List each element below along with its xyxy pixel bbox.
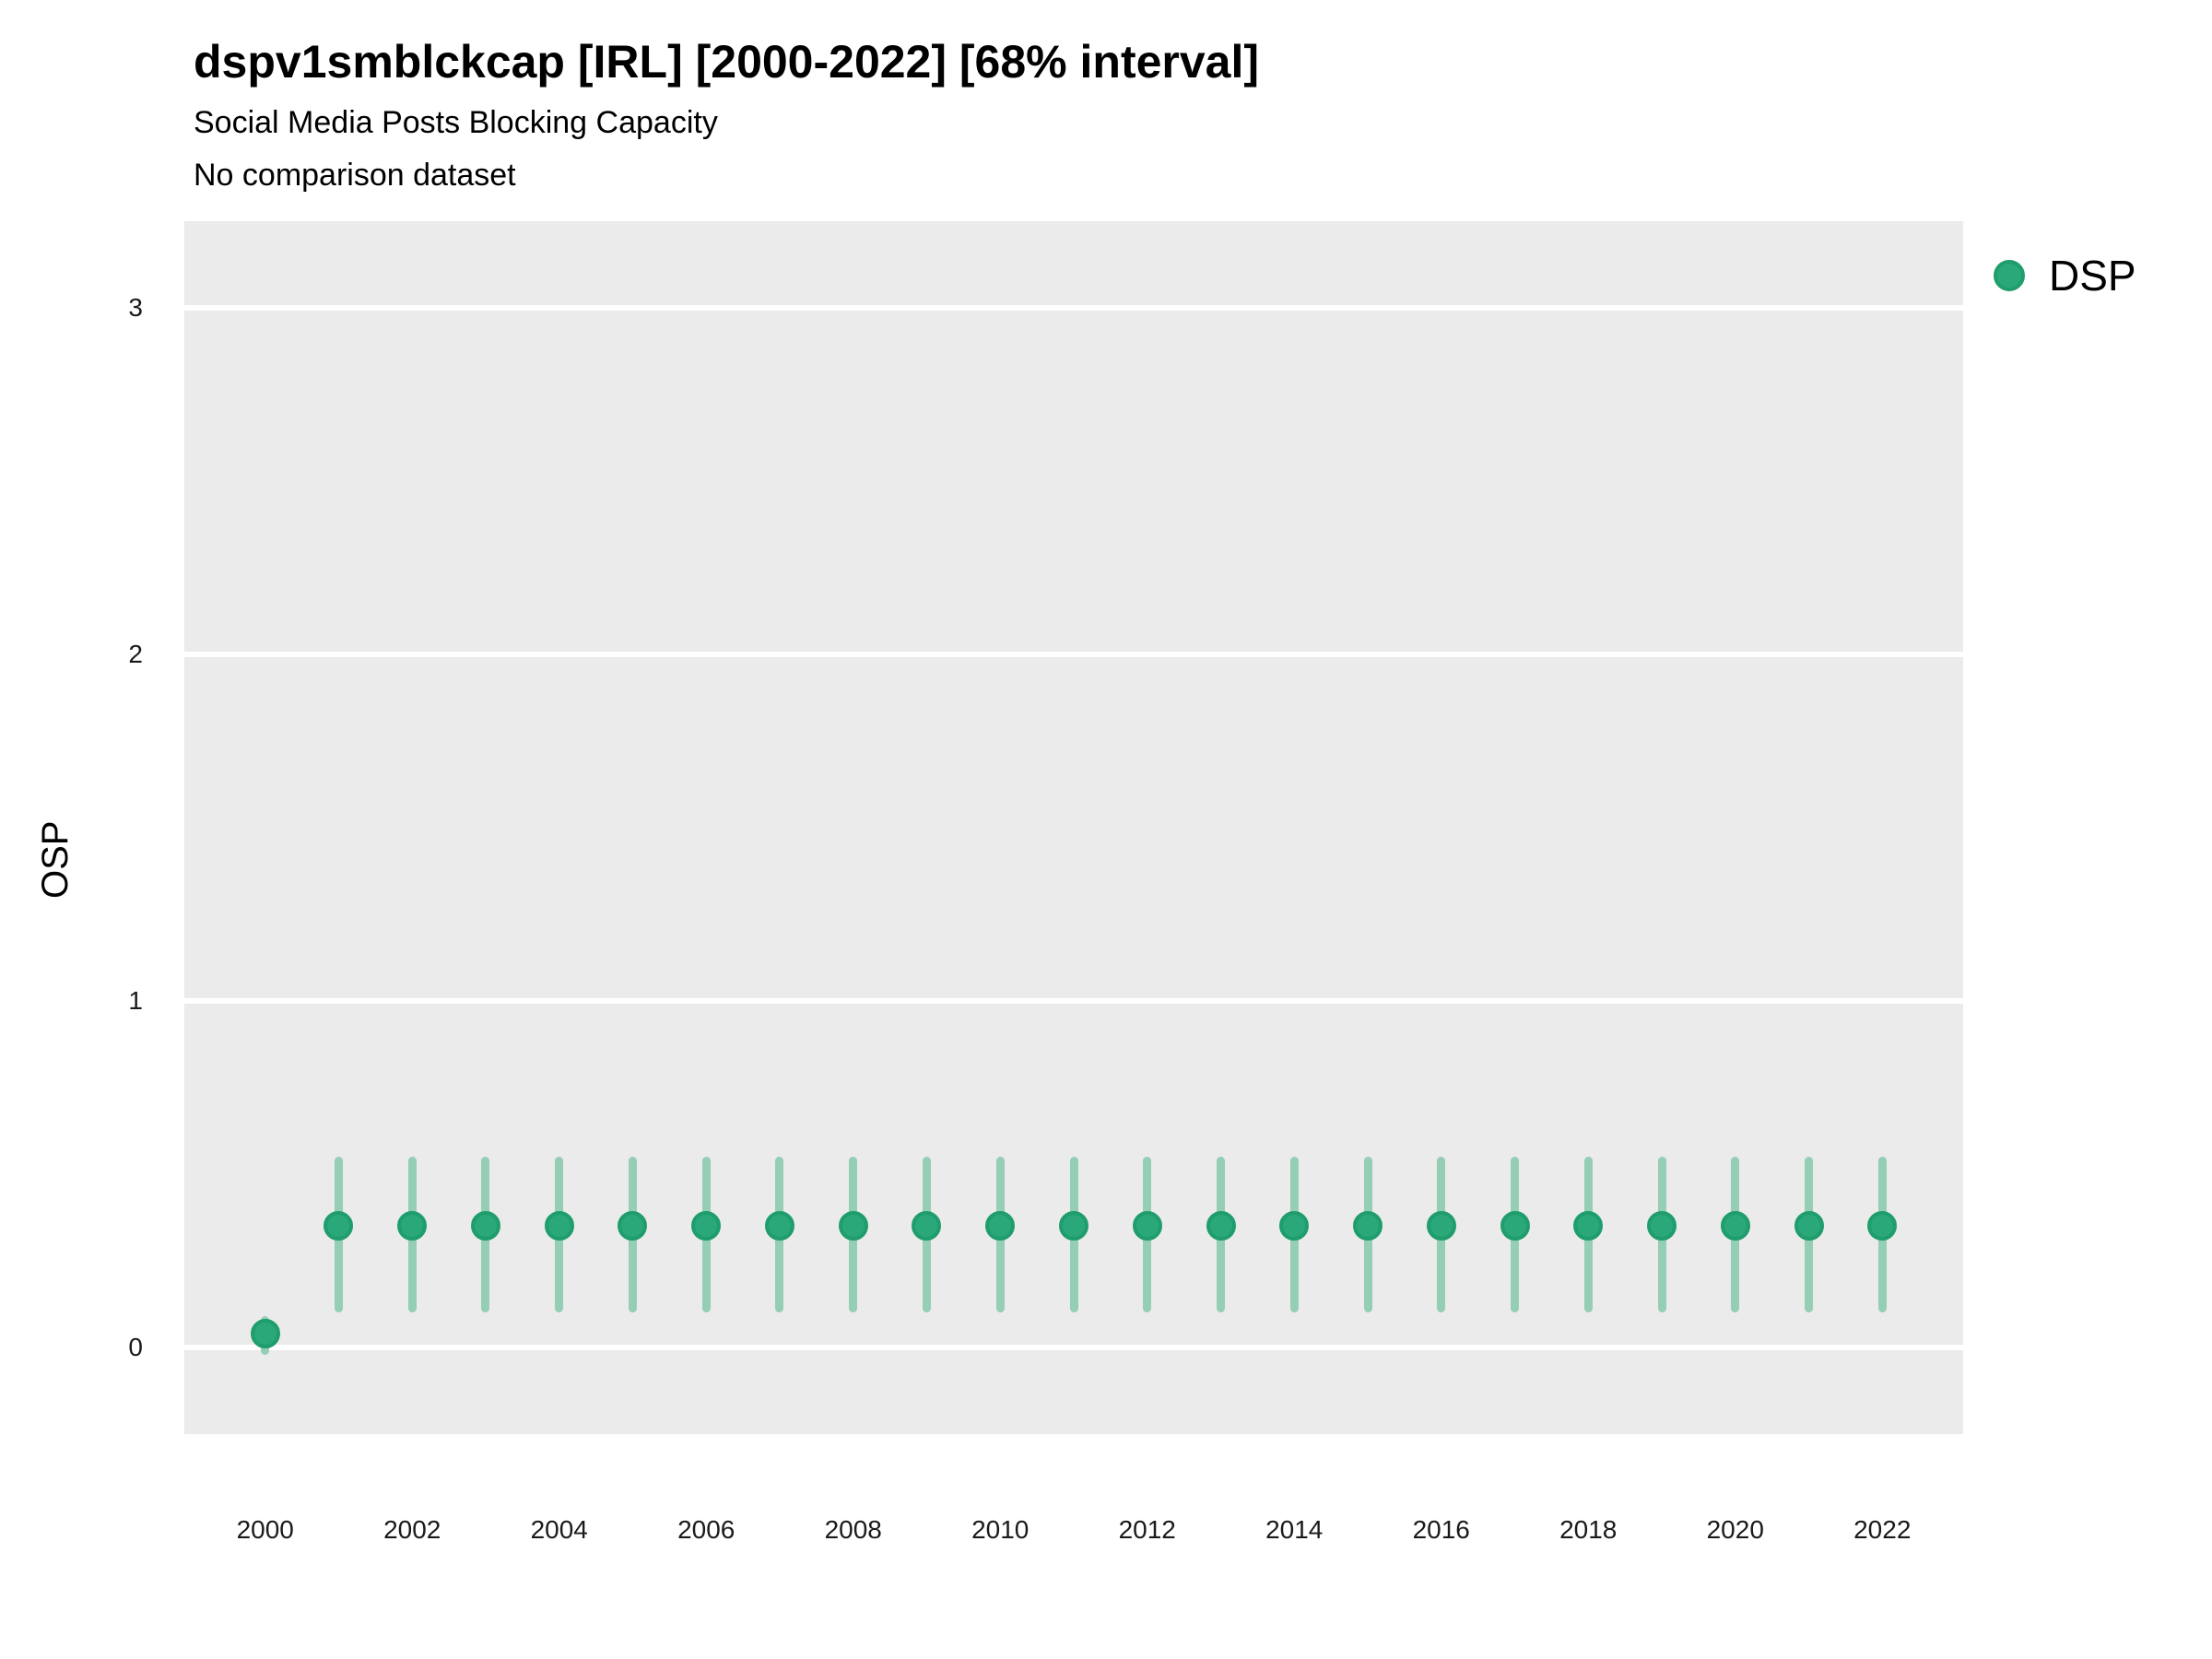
y-tick-label-1: 1 bbox=[128, 986, 143, 1015]
chart-annotation: No comparison dataset bbox=[194, 158, 516, 193]
y-tick-label-0: 0 bbox=[128, 1333, 143, 1361]
data-point-2008 bbox=[838, 1211, 868, 1241]
data-point-2021 bbox=[1794, 1211, 1824, 1241]
data-point-2006 bbox=[691, 1211, 722, 1241]
x-tick-label-2000: 2000 bbox=[236, 1515, 294, 1544]
data-point-2019 bbox=[1647, 1211, 1677, 1241]
gridline-y-1 bbox=[184, 998, 1963, 1004]
x-tick-label-2010: 2010 bbox=[971, 1515, 1030, 1544]
x-tick-label-2016: 2016 bbox=[1412, 1515, 1470, 1544]
data-point-2017 bbox=[1500, 1211, 1530, 1241]
x-tick-label-2004: 2004 bbox=[530, 1515, 588, 1544]
legend-item-label: DSP bbox=[2049, 252, 2136, 300]
data-point-2009 bbox=[912, 1211, 942, 1241]
data-point-2012 bbox=[1132, 1211, 1162, 1241]
y-tick-label-2: 2 bbox=[128, 640, 143, 668]
data-point-2013 bbox=[1206, 1211, 1236, 1241]
x-tick-label-2020: 2020 bbox=[1706, 1515, 1764, 1544]
gridline-y-3 bbox=[184, 305, 1963, 311]
x-tick-label-2014: 2014 bbox=[1265, 1515, 1324, 1544]
data-point-2000 bbox=[250, 1318, 280, 1348]
data-point-2022 bbox=[1867, 1211, 1898, 1241]
data-point-2011 bbox=[1059, 1211, 1088, 1241]
x-tick-label-2022: 2022 bbox=[1853, 1515, 1912, 1544]
gridline-y-2 bbox=[184, 652, 1963, 657]
data-point-2007 bbox=[764, 1211, 794, 1241]
data-point-2016 bbox=[1426, 1211, 1456, 1241]
x-tick-label-2012: 2012 bbox=[1118, 1515, 1176, 1544]
data-point-2003 bbox=[470, 1211, 500, 1241]
data-point-2015 bbox=[1353, 1211, 1382, 1241]
x-tick-label-2006: 2006 bbox=[677, 1515, 735, 1544]
data-point-2010 bbox=[985, 1211, 1016, 1241]
data-point-2005 bbox=[618, 1211, 648, 1241]
data-point-2004 bbox=[544, 1211, 574, 1241]
chart-subtitle: Social Media Posts Blocking Capacity bbox=[194, 105, 718, 140]
data-point-2020 bbox=[1720, 1211, 1750, 1241]
plot-panel bbox=[184, 221, 1963, 1434]
data-point-2014 bbox=[1279, 1211, 1310, 1241]
legend-point-icon bbox=[1994, 260, 2025, 291]
y-axis-title-text: OSP bbox=[35, 820, 76, 899]
legend: DSP bbox=[1994, 251, 2136, 300]
data-point-2018 bbox=[1573, 1211, 1604, 1241]
gridline-y-0 bbox=[184, 1345, 1963, 1350]
x-tick-label-2018: 2018 bbox=[1559, 1515, 1618, 1544]
x-tick-label-2008: 2008 bbox=[824, 1515, 882, 1544]
y-tick-label-3: 3 bbox=[128, 293, 143, 322]
data-point-2002 bbox=[397, 1211, 428, 1241]
x-tick-label-2002: 2002 bbox=[383, 1515, 441, 1544]
chart-title: dspv1smblckcap [IRL] [2000-2022] [68% in… bbox=[194, 36, 1260, 88]
data-point-2001 bbox=[324, 1211, 354, 1241]
